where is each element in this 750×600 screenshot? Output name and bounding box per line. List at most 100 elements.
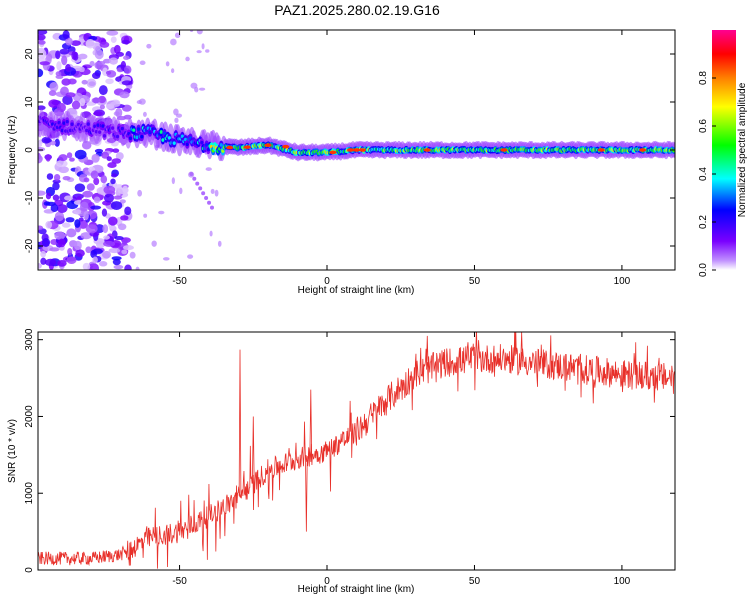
- spectrogram-noise-cell: [74, 183, 86, 192]
- spectrogram-noise-cell: [54, 231, 66, 240]
- snr-xtick-label: 50: [469, 576, 481, 587]
- spectrogram-ridge-core: [159, 130, 163, 134]
- spectrogram-noise-cell: [117, 223, 127, 231]
- spectrogram-noise-cell: [122, 185, 129, 194]
- spectrogram-noise-cell: [38, 34, 46, 41]
- spectrogram-streak: [189, 172, 194, 176]
- spectrogram-ridge-core: [93, 124, 97, 129]
- spectrogram-ridge-peak: [282, 144, 290, 149]
- spectrogram-noise-cell: [124, 264, 132, 270]
- spectrogram-noise-cell: [198, 87, 206, 91]
- spectrogram-noise-cell: [112, 148, 120, 153]
- colorbar-tick-label: 0.6: [698, 119, 709, 133]
- spectrogram-streak: [198, 186, 203, 191]
- spectrogram-noise-cell: [139, 60, 146, 66]
- spectrogram-ridge-core: [120, 126, 124, 131]
- spectrogram-noise-cell: [74, 219, 81, 228]
- spectrogram-noise-cell: [38, 68, 44, 78]
- spectrogram-noise-cell: [142, 111, 147, 117]
- spectrogram-noise-cell: [146, 43, 152, 49]
- snr-ytick-label: 3000: [24, 328, 35, 351]
- spectrogram-noise-cell: [115, 152, 124, 160]
- spectrogram-ylabel: Frequency (Hz): [7, 116, 18, 185]
- spectrogram-ridge-peak: [347, 148, 355, 152]
- spectrogram-ridge-core: [140, 134, 144, 139]
- spectrogram-noise-cell: [93, 111, 103, 116]
- spectrogram-noise-cell: [158, 210, 165, 215]
- spectrogram-noise-cell: [105, 70, 112, 75]
- spectrogram-noise-cell: [82, 262, 91, 270]
- spectrogram-noise-cell: [56, 204, 68, 213]
- snr-xtick-label: -50: [172, 576, 187, 587]
- spectrogram-noise-cell: [137, 189, 143, 197]
- spectrogram-noise-cell: [107, 216, 118, 226]
- spectrogram-ridge-peak: [597, 148, 605, 152]
- spectrogram-ridge-core: [161, 138, 165, 142]
- spectrogram-noise-cell: [120, 215, 129, 221]
- spectrogram-noise-cell: [52, 194, 60, 201]
- spectrogram-ridge-core: [219, 143, 223, 147]
- spectrogram-ridge-peak: [243, 145, 251, 149]
- spectrogram-noise-cell: [81, 140, 92, 150]
- spectrogram-noise-cell: [82, 190, 93, 198]
- spectrogram-noise-cell: [40, 257, 47, 265]
- spectrogram-noise-cell: [171, 177, 175, 185]
- spectrogram-ridge-peak: [358, 148, 366, 152]
- spectrogram-ridge-core: [94, 129, 98, 134]
- spectrogram-noise-cell: [115, 107, 123, 118]
- spectrogram-noise-cell: [101, 250, 112, 259]
- spectrogram-noise-cell: [64, 195, 73, 201]
- spectrogram-ridge-core: [70, 122, 74, 127]
- spectrogram-noise-cell: [165, 61, 170, 67]
- spectrogram-noise-cell: [45, 220, 53, 229]
- spectrogram-noise-cell: [103, 185, 116, 195]
- spectrogram-noise-cell: [101, 151, 110, 159]
- spectrogram-noise-cell: [73, 240, 82, 251]
- spectrogram-noise-cell: [175, 113, 183, 118]
- spectrogram-noise-cell: [77, 53, 88, 60]
- spectrogram-noise-cell: [49, 81, 59, 92]
- spectrogram-noise-cell: [66, 152, 73, 159]
- spectrogram-noise-cell: [79, 66, 85, 73]
- spectrogram-noise-cell: [81, 79, 88, 85]
- colorbar-gradient: [712, 30, 736, 270]
- spectrogram-ridge-core: [128, 136, 133, 141]
- spectrogram-noise-cell: [173, 108, 179, 116]
- spectrogram-ridge-core: [65, 119, 69, 124]
- spectrogram-noise-cell: [54, 138, 60, 147]
- spectrogram-noise-cell: [53, 173, 61, 181]
- spectrogram-noise-cell: [119, 199, 126, 204]
- spectrogram-noise-cell: [107, 162, 117, 169]
- spectrogram-noise-cell: [123, 65, 132, 74]
- spectrogram-noise-cell: [59, 48, 70, 55]
- spectrogram-noise-cell: [214, 189, 219, 197]
- spectrogram-noise-cell: [111, 256, 122, 261]
- spectrogram-noise-cell: [210, 188, 215, 194]
- spectrogram-noise-cell: [83, 177, 90, 183]
- spectrogram-noise-cell: [94, 49, 104, 60]
- spectrogram-noise-cell: [187, 254, 194, 259]
- spectrogram-xlabel: Height of straight line (km): [298, 285, 415, 296]
- spectrogram-noise-cell: [38, 30, 48, 35]
- spectrogram-noise-cell: [71, 100, 81, 110]
- spectrogram-ridge-peak: [329, 150, 337, 155]
- spectrogram-noise-cell: [143, 213, 148, 218]
- spectrogram-noise-cell: [92, 256, 98, 264]
- spectrogram-noise-cell: [74, 149, 87, 160]
- spectrogram-ytick-label: 0: [24, 147, 35, 153]
- spectrogram-noise-cell: [119, 91, 130, 99]
- spectrogram-noise-cell: [138, 98, 146, 105]
- spectrogram-noise-cell: [91, 153, 100, 163]
- spectrogram-noise-cell: [93, 177, 100, 186]
- spectrogram-noise-cell: [116, 115, 127, 121]
- spectrogram-noise-cell: [98, 85, 108, 96]
- spectrogram-noise-cell: [115, 187, 121, 198]
- spectrogram-noise-cell: [65, 92, 76, 98]
- snr-ytick-label: 2000: [24, 405, 35, 428]
- spectrogram-noise-cell: [109, 57, 118, 65]
- spectrogram-noise-cell: [174, 32, 181, 39]
- spectrogram-noise-cell: [62, 175, 71, 181]
- snr-xlabel: Height of straight line (km): [298, 584, 415, 595]
